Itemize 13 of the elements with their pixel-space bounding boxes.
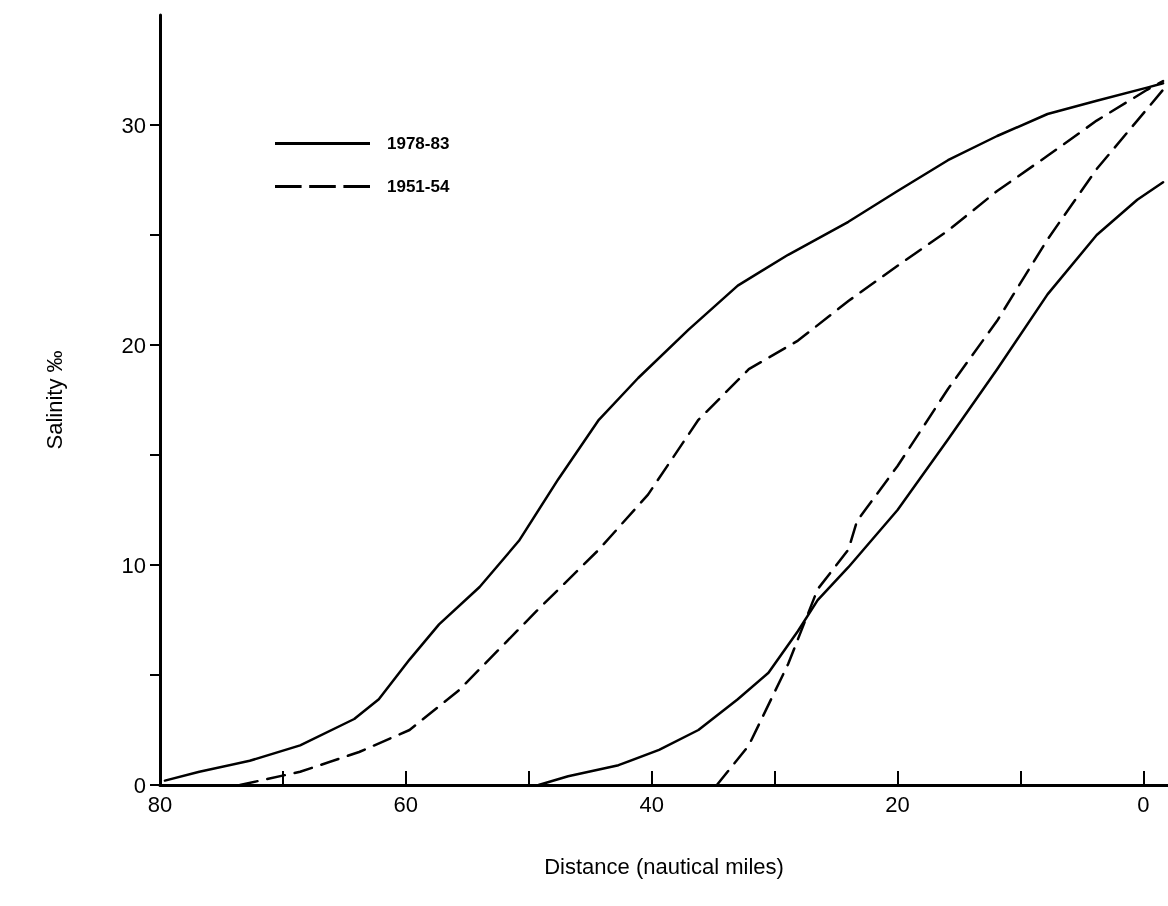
x-tick-label: 60 [393, 791, 419, 817]
y-axis-title: Salinity ‰ [41, 350, 67, 450]
legend-label: 1978-83 [387, 134, 450, 153]
y-tick-label: 30 [121, 112, 146, 138]
x-tick-label: 40 [639, 791, 664, 817]
y-tick-label: 20 [121, 332, 146, 358]
y-tick-label: 10 [121, 552, 146, 578]
x-tick-label: 80 [147, 791, 173, 817]
x-axis-title: Distance (nautical miles) [544, 853, 784, 879]
x-tick-label: 20 [885, 791, 910, 817]
x-tick-label: 0 [1137, 791, 1150, 817]
legend-label: 1951-54 [387, 177, 450, 196]
y-tick-label: 0 [133, 772, 146, 798]
